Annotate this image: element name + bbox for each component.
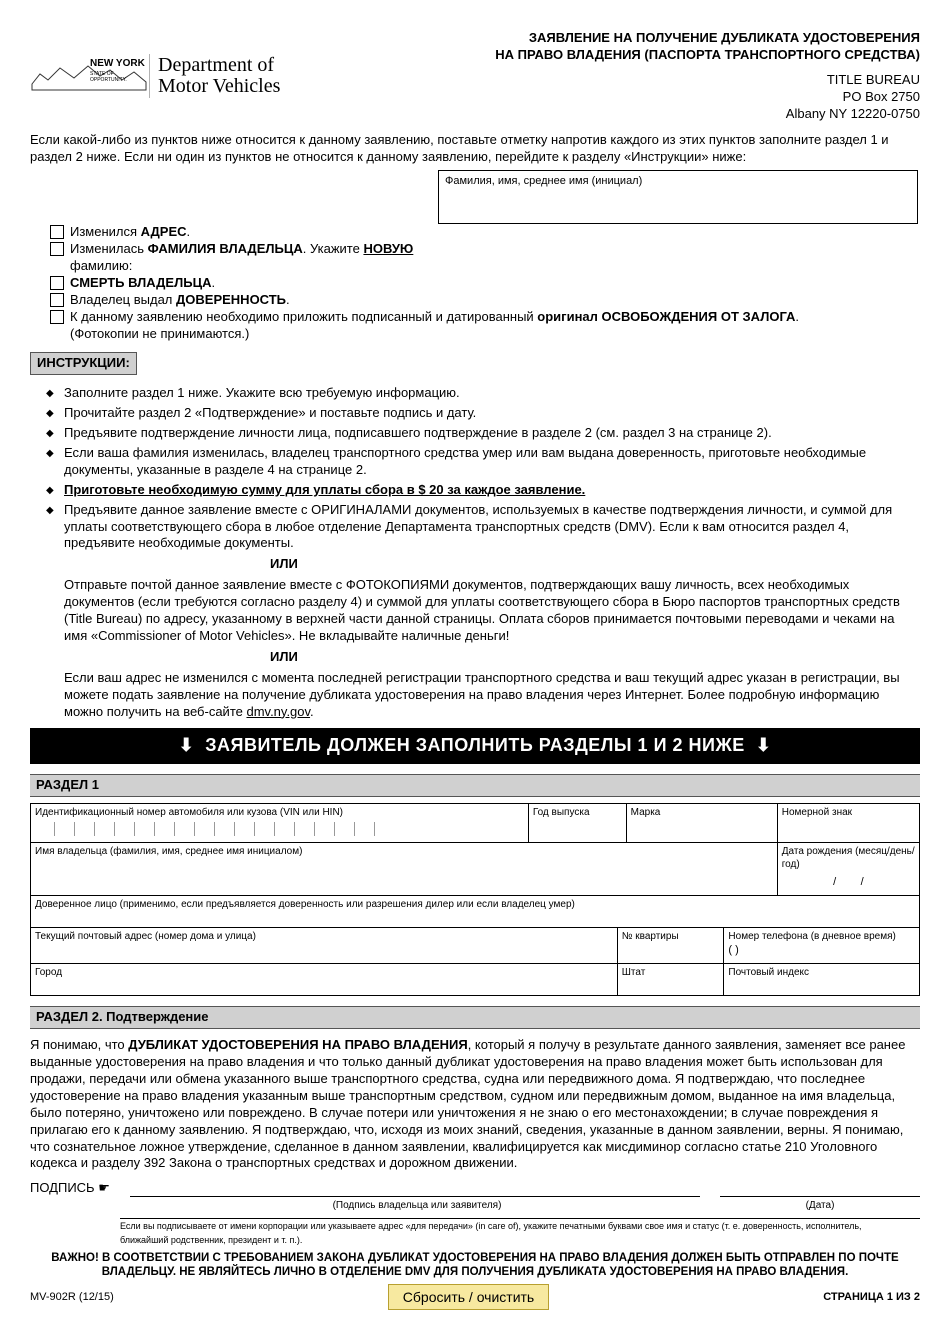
checkbox-poa[interactable] <box>50 293 64 307</box>
footer: MV-902R (12/15) Сбросить / очистить СТРА… <box>30 1284 920 1310</box>
header: NEW YORK STATE OF OPPORTUNITY. Departmen… <box>30 30 920 122</box>
name-box-label: Фамилия, имя, среднее имя (инициал) <box>445 175 642 187</box>
city-field[interactable]: Город <box>31 964 618 996</box>
checkbox-lien[interactable] <box>50 310 64 324</box>
section-divider-bar: ⬇ ЗАЯВИТЕЛЬ ДОЛЖЕН ЗАПОЛНИТЬ РАЗДЕЛЫ 1 И… <box>30 728 920 763</box>
section1-form: Идентификационный номер автомобиля или к… <box>30 803 920 928</box>
check-poa-text: Владелец выдал ДОВЕРЕННОСТЬ. <box>70 292 290 309</box>
instruction-para-online: Если ваш адрес не изменился с момента по… <box>64 670 920 721</box>
instruction-item: Заполните раздел 1 ниже. Укажите всю тре… <box>64 385 920 402</box>
section1-form-b: Текущий почтовый адрес (номер дома и ули… <box>30 927 920 996</box>
ny-state-logo: NEW YORK STATE OF OPPORTUNITY. <box>30 52 150 100</box>
reset-button[interactable]: Сбросить / очистить <box>388 1284 549 1310</box>
section1-header: РАЗДЕЛ 1 <box>30 774 920 797</box>
logo-block: NEW YORK STATE OF OPPORTUNITY. Departmen… <box>30 30 280 122</box>
apt-field[interactable]: № квартиры <box>617 927 724 963</box>
important-notice: ВАЖНО! В СООТВЕТСТВИИ С ТРЕБОВАНИЕМ ЗАКО… <box>30 1251 920 1281</box>
vin-field[interactable]: Идентификационный номер автомобиля или к… <box>31 803 529 842</box>
corp-note-line1: Если вы подписываете от имени корпорации… <box>120 1218 920 1233</box>
signature-label: ПОДПИСЬ ☛ <box>30 1180 110 1197</box>
page-number: СТРАНИЦА 1 ИЗ 2 <box>823 1290 920 1304</box>
instruction-item: Если ваша фамилия изменилась, владелец т… <box>64 445 920 479</box>
vin-cells <box>35 822 524 836</box>
svg-text:OPPORTUNITY.: OPPORTUNITY. <box>90 77 127 83</box>
blackbar-text: ЗАЯВИТЕЛЬ ДОЛЖЕН ЗАПОЛНИТЬ РАЗДЕЛЫ 1 И 2… <box>205 735 744 755</box>
bureau-city: Albany NY 12220-0750 <box>495 106 920 123</box>
certification-text: Я понимаю, что ДУБЛИКАТ УДОСТОВЕРЕНИЯ НА… <box>30 1037 920 1172</box>
date-sublabel: (Дата) <box>720 1199 920 1212</box>
check-lastname-text: Изменилась ФАМИЛИЯ ВЛАДЕЛЬЦА. Укажите НО… <box>70 241 413 275</box>
dob-field[interactable]: Дата рождения (месяц/день/год)/ / <box>777 842 919 895</box>
state-field[interactable]: Штат <box>617 964 724 996</box>
instructions-header: ИНСТРУКЦИИ: <box>30 352 137 375</box>
or-divider: ИЛИ <box>270 556 920 573</box>
make-field[interactable]: Марка <box>626 803 777 842</box>
or-divider: ИЛИ <box>270 649 920 666</box>
signature-input[interactable] <box>130 1183 700 1197</box>
corp-note-line2: ближайший родственник, президент и т. п.… <box>120 1235 920 1247</box>
dept-line2: Motor Vehicles <box>158 76 280 97</box>
instruction-item: Предъявите данное заявление вместе с ОРИ… <box>64 502 920 553</box>
form-title-2: НА ПРАВО ВЛАДЕНИЯ (ПАСПОРТА ТРАНСПОРТНОГ… <box>495 47 920 64</box>
signature-sublabel: (Подпись владельца или заявителя) <box>134 1199 700 1212</box>
check-lien-text: К данному заявлению необходимо приложить… <box>70 309 799 343</box>
check-death-text: СМЕРТЬ ВЛАДЕЛЬЦА. <box>70 275 215 292</box>
pobox: PO Box 2750 <box>495 89 920 106</box>
arrow-down-icon: ⬇ <box>756 734 772 757</box>
date-input[interactable] <box>720 1183 920 1197</box>
zip-field[interactable]: Почтовый индекс <box>724 964 920 996</box>
owner-name-field[interactable]: Имя владельца (фамилия, имя, среднее имя… <box>31 842 778 895</box>
instruction-item: Приготовьте необходимую сумму для уплаты… <box>64 482 920 499</box>
instructions-list: Заполните раздел 1 ниже. Укажите всю тре… <box>64 385 920 552</box>
form-number: MV-902R (12/15) <box>30 1290 114 1304</box>
instruction-item: Прочитайте раздел 2 «Подтверждение» и по… <box>64 405 920 422</box>
intro-text: Если какой-либо из пунктов ниже относитс… <box>30 132 920 166</box>
instruction-para-mail: Отправьте почтой данное заявление вместе… <box>64 577 920 645</box>
checkbox-address[interactable] <box>50 225 64 239</box>
phone-field[interactable]: Номер телефона (в дневное время)( ) <box>724 927 920 963</box>
dept-line1: Department of <box>158 55 280 76</box>
signature-row: ПОДПИСЬ ☛ <box>30 1180 920 1197</box>
svg-text:NEW YORK: NEW YORK <box>90 58 146 69</box>
dmv-link[interactable]: dmv.ny.gov <box>246 704 310 719</box>
name-input-box[interactable]: Фамилия, имя, среднее имя (инициал) <box>438 170 918 224</box>
instruction-item: Предъявите подтверждение личности лица, … <box>64 425 920 442</box>
bureau-name: TITLE BUREAU <box>495 72 920 89</box>
form-title-1: ЗАЯВЛЕНИЕ НА ПОЛУЧЕНИЕ ДУБЛИКАТА УДОСТОВ… <box>495 30 920 47</box>
checkbox-lastname[interactable] <box>50 242 64 256</box>
header-right: ЗАЯВЛЕНИЕ НА ПОЛУЧЕНИЕ ДУБЛИКАТА УДОСТОВ… <box>495 30 920 122</box>
plate-field[interactable]: Номерной знак <box>777 803 919 842</box>
arrow-down-icon: ⬇ <box>179 734 195 757</box>
address-field[interactable]: Текущий почтовый адрес (номер дома и ули… <box>31 927 618 963</box>
department-name: Department of Motor Vehicles <box>158 55 280 97</box>
authorized-field[interactable]: Доверенное лицо (применимо, если предъяв… <box>31 895 920 927</box>
checkbox-death[interactable] <box>50 276 64 290</box>
year-field[interactable]: Год выпуска <box>528 803 626 842</box>
check-address-text: Изменился АДРЕС. <box>70 224 190 241</box>
section2-header: РАЗДЕЛ 2. Подтверждение <box>30 1006 920 1029</box>
